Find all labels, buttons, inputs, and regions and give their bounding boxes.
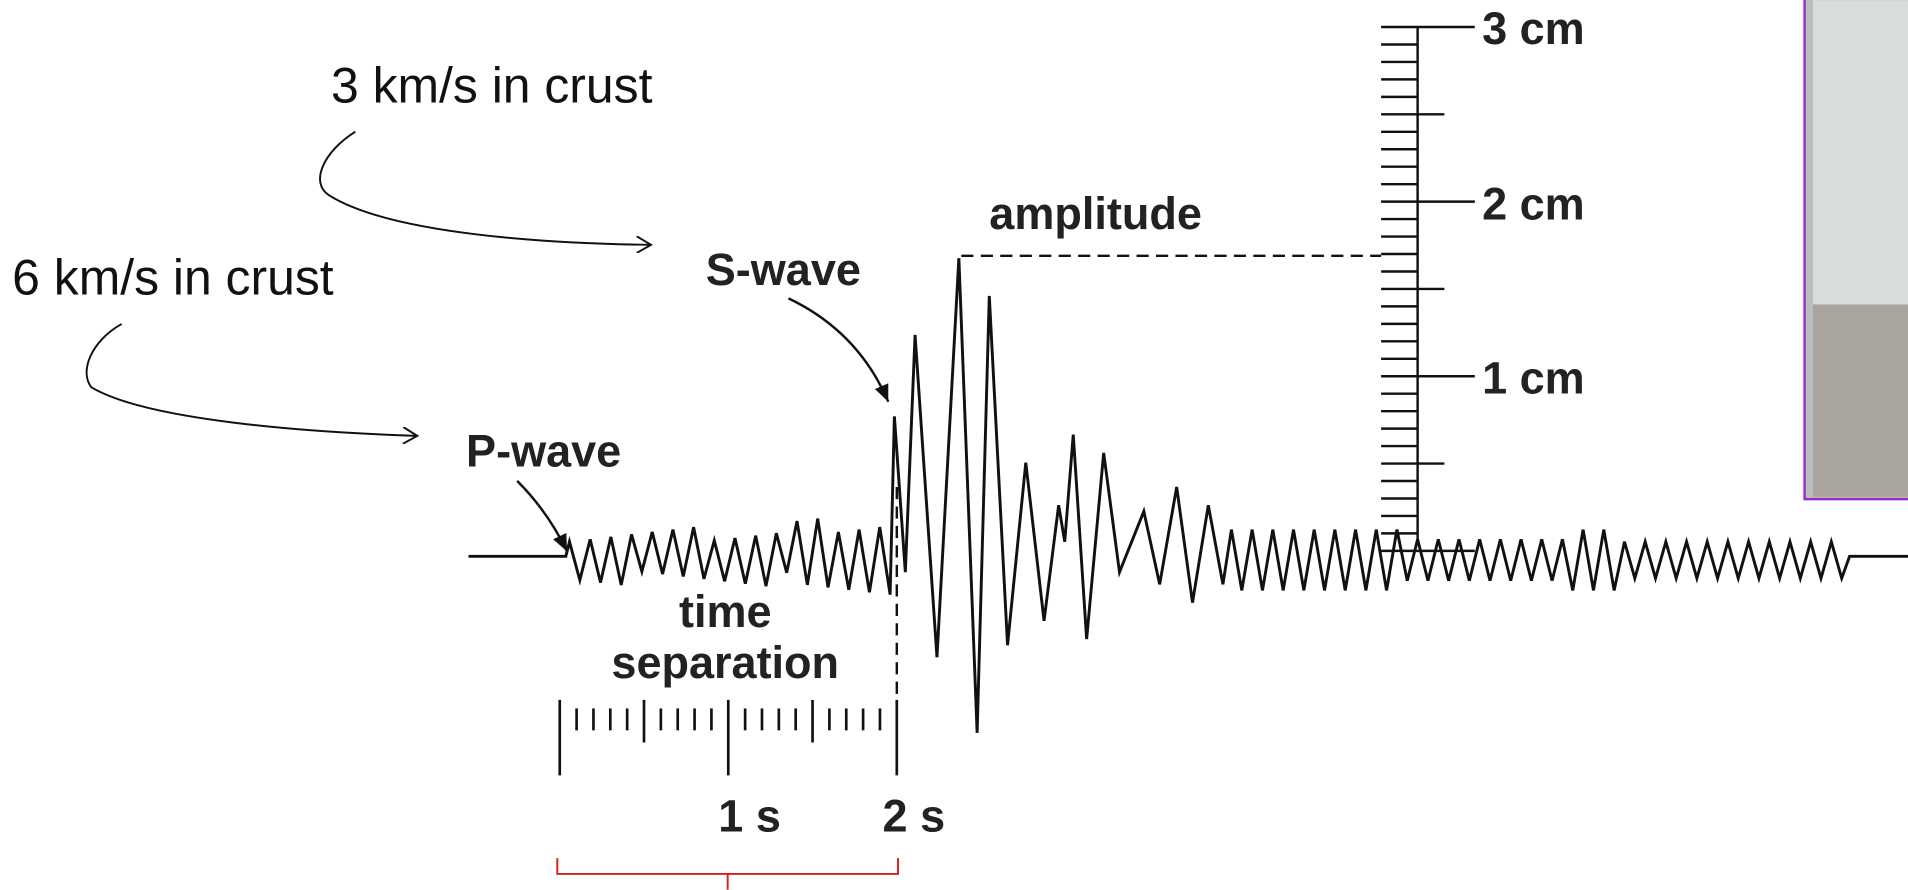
brace: [556, 858, 899, 890]
arrow: [787, 297, 890, 403]
p-wave-label: P-wave: [466, 425, 621, 476]
photo-floor: [1813, 304, 1908, 497]
time-tick-label: 1 s: [718, 790, 781, 841]
seismogram-trace: [468, 258, 1908, 733]
amplitude-tick-label: 1 cm: [1482, 352, 1585, 403]
time-separation-label: separation: [611, 637, 839, 688]
annotation: 3 km/s in crust: [331, 57, 653, 113]
arrow: [319, 130, 651, 245]
amplitude-tick-label: 3 cm: [1482, 3, 1585, 54]
amplitude-label: amplitude: [989, 188, 1202, 239]
photo-wall: [1813, 0, 1908, 305]
arrow: [85, 323, 418, 436]
annotation: 6 km/s in crust: [12, 250, 334, 306]
diagram-lines: [468, 25, 1908, 776]
s-wave-label: S-wave: [706, 244, 861, 295]
time-tick-label: 2 s: [883, 790, 946, 841]
arrow: [516, 480, 569, 552]
time-separation-label: time: [679, 586, 772, 637]
amplitude-tick-label: 2 cm: [1482, 178, 1585, 229]
